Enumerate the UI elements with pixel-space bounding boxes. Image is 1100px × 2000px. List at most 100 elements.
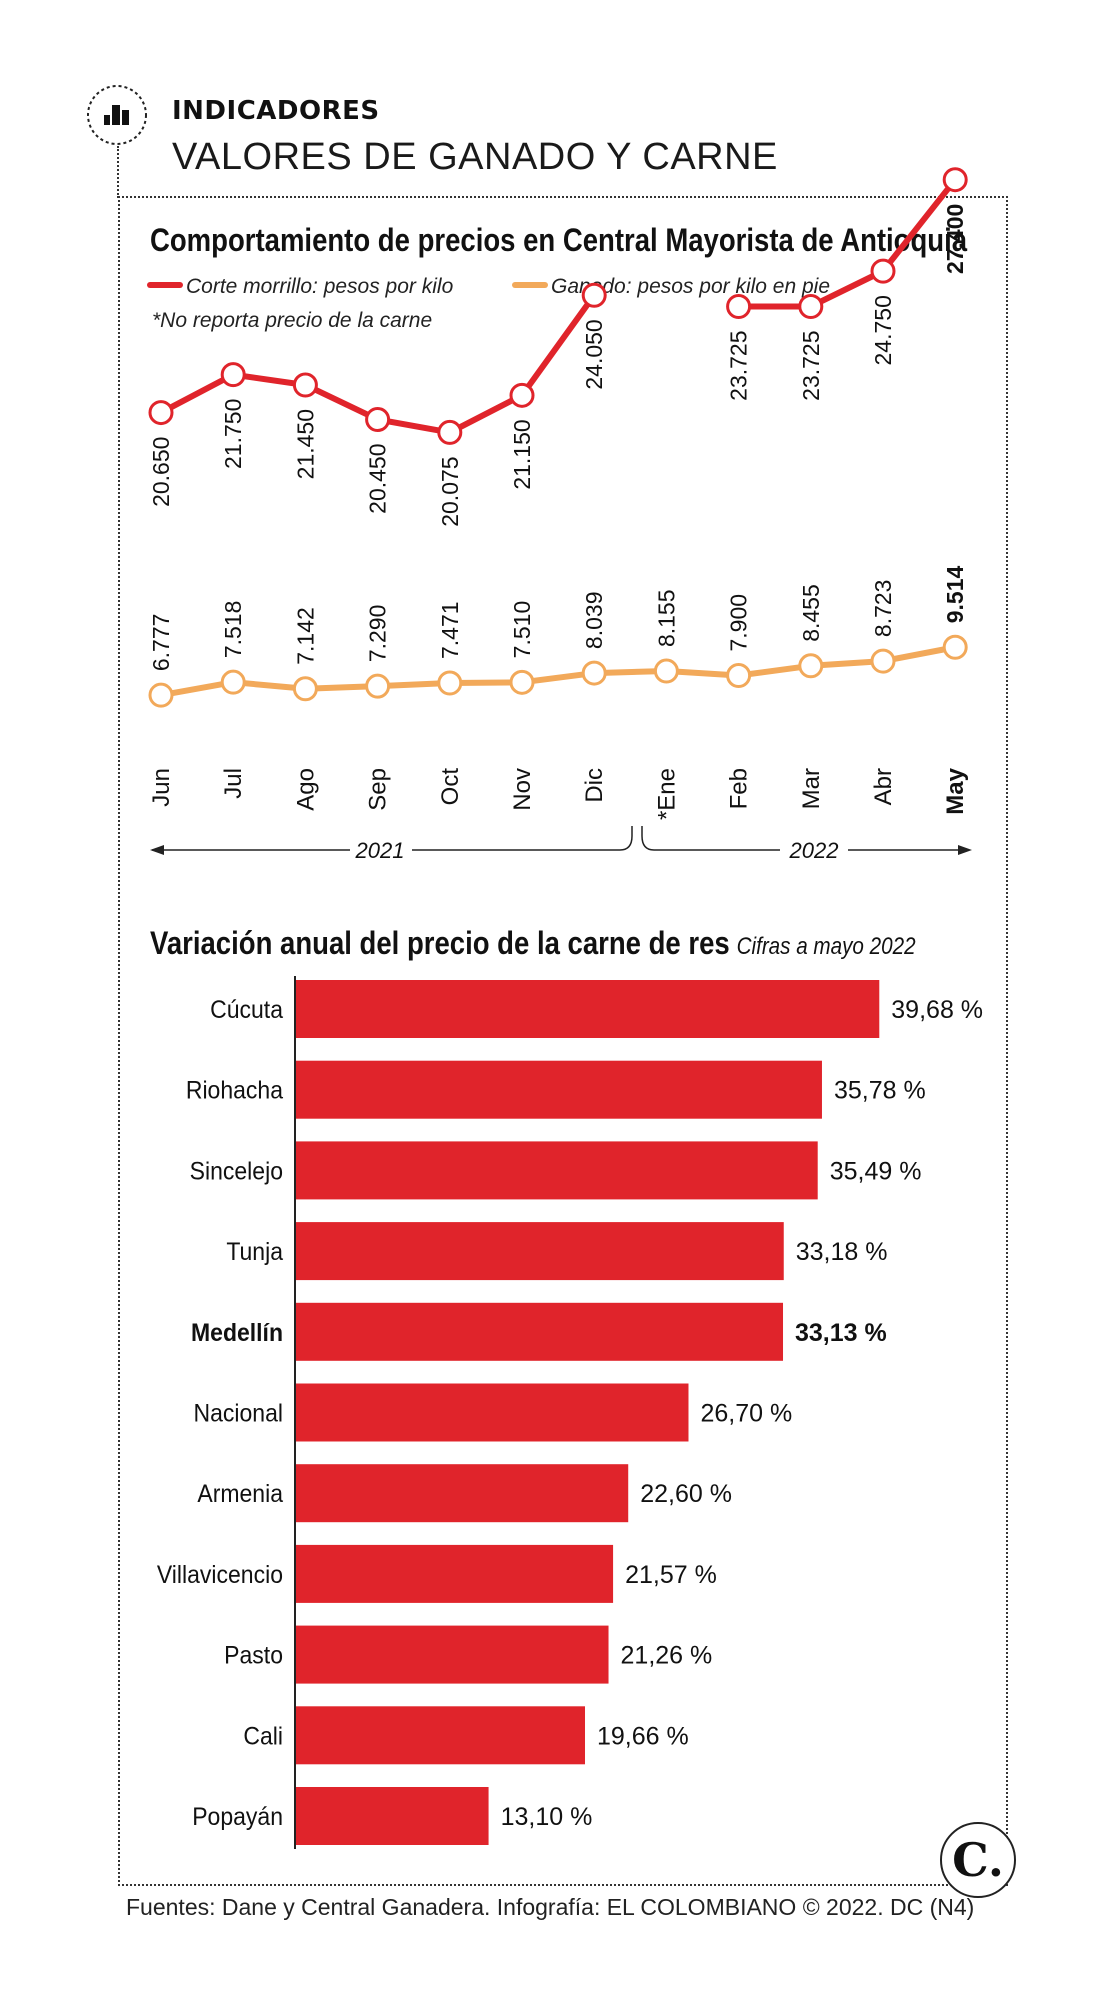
morrillo-value-label: 24.050: [581, 319, 607, 389]
bar-value-label: 33,13 %: [795, 1319, 887, 1347]
ganado-value-label: 7.290: [365, 605, 391, 663]
line-chart-title: Comportamiento de precios en Central May…: [150, 222, 968, 258]
ganado-point: [148, 682, 174, 708]
ganado-point: [653, 658, 679, 684]
year-2021-bracket: [412, 826, 633, 851]
morrillo-value-label: 21.750: [220, 399, 246, 469]
dotted-connector: [117, 146, 119, 198]
ganado-point: [581, 660, 607, 686]
legend-label-orange: Ganado: pesos por kilo en pie: [551, 275, 830, 298]
bar-category-label: Sincelejo: [190, 1158, 283, 1186]
bar-chart-title-text: Variación anual del precio de la carne d…: [150, 925, 730, 961]
bar: [296, 1383, 689, 1442]
bar-category-label: Cúcuta: [210, 996, 283, 1024]
morrillo-value-label: 27.400: [942, 204, 968, 274]
legend-label-red: Corte morrillo: pesos por kilo: [186, 275, 454, 298]
morrillo-point: [292, 372, 318, 398]
month-tick-label: Jun: [148, 768, 175, 807]
bar-value-label: 35,49 %: [830, 1157, 922, 1185]
month-tick-label: Ago: [292, 768, 319, 811]
month-tick-label: Nov: [509, 768, 536, 811]
bar-value-label: 21,26 %: [621, 1642, 713, 1670]
morrillo-value-label: 24.750: [870, 295, 896, 365]
morrillo-point: [726, 293, 752, 319]
bar-value-label: 35,78 %: [834, 1077, 926, 1105]
morrillo-point: [437, 419, 463, 445]
bar-chart-title: Variación anual del precio de la carne d…: [150, 925, 916, 962]
el-colombiano-logo: C.: [940, 1822, 1016, 1898]
bar-value-label: 39,68 %: [891, 996, 983, 1024]
bar-category-label: Riohacha: [186, 1077, 284, 1105]
bar-category-label: Nacional: [194, 1400, 283, 1428]
arrow-left-icon: [150, 845, 164, 855]
bar-value-label: 13,10 %: [501, 1803, 593, 1831]
ganado-point: [942, 634, 968, 660]
source-credit: Fuentes: Dane y Central Ganadera. Infogr…: [126, 1894, 975, 1920]
month-tick-label: Sep: [365, 768, 392, 811]
month-tick-label: Jul: [220, 768, 247, 799]
bar-category-label: Armenia: [197, 1480, 283, 1508]
morrillo-line-segment: [738, 177, 958, 310]
month-tick-label: Oct: [437, 768, 464, 806]
morrillo-point: [581, 282, 607, 308]
bar-category-label: Popayán: [192, 1803, 283, 1831]
bar: [296, 1060, 822, 1119]
bar-category-label: Medellín: [191, 1319, 283, 1347]
ganado-value-label: 8.039: [581, 592, 607, 650]
morrillo-value-label: 21.450: [292, 409, 318, 479]
year-2022-label: 2022: [789, 838, 839, 863]
ganado-point: [726, 663, 752, 688]
month-tick-label: May: [942, 767, 969, 814]
bar: [296, 1222, 784, 1281]
morrillo-value-label: 23.725: [726, 330, 752, 400]
month-tick-label: *Ene: [653, 768, 680, 820]
morrillo-point: [509, 382, 535, 408]
bar-value-label: 33,18 %: [796, 1238, 888, 1266]
ganado-value-label: 6.777: [148, 614, 174, 672]
morrillo-value-label: 23.725: [798, 330, 824, 400]
ganado-value-label: 7.518: [220, 601, 246, 659]
bar: [296, 1787, 489, 1845]
bar-value-label: 26,70 %: [700, 1400, 792, 1428]
bar-category-label: Villavicencio: [157, 1561, 283, 1589]
bar-chart-subtitle: Cifras a mayo 2022: [736, 933, 916, 960]
morrillo-value-label: 20.075: [437, 456, 463, 526]
chart-note: *No reporta precio de la carne: [152, 309, 432, 332]
month-tick-label: Feb: [726, 768, 753, 809]
morrillo-point: [870, 258, 896, 284]
morrillo-point: [942, 167, 968, 193]
bar-category-label: Tunja: [226, 1238, 283, 1266]
ganado-point: [509, 669, 535, 695]
month-tick-label: Dic: [581, 768, 608, 803]
page-headline: VALORES DE GANADO Y CARNE: [172, 136, 778, 178]
morrillo-value-label: 20.450: [365, 443, 391, 513]
ganado-value-label: 8.455: [798, 584, 824, 642]
bar-value-label: 21,57 %: [625, 1561, 717, 1589]
bar: [296, 1141, 818, 1200]
bar: [296, 1464, 629, 1523]
bar-category-label: Cali: [243, 1722, 283, 1750]
ganado-value-label: 8.155: [653, 589, 679, 647]
month-tick-label: Mar: [798, 768, 825, 809]
morrillo-point: [798, 293, 824, 319]
ganado-point: [292, 676, 318, 702]
year-2022-bracket: [641, 826, 780, 851]
bar-chart-icon: [86, 84, 148, 146]
bar: [296, 1544, 614, 1603]
arrow-right-icon: [958, 845, 972, 855]
ganado-point: [870, 648, 896, 674]
ganado-point: [798, 653, 824, 679]
ganado-point: [365, 673, 391, 699]
year-2021-label: 2021: [355, 838, 405, 863]
ganado-value-label: 7.142: [292, 607, 318, 665]
morrillo-point: [148, 400, 174, 426]
bar: [296, 1706, 586, 1765]
bar: [296, 980, 880, 1038]
bar-value-label: 19,66 %: [597, 1722, 689, 1750]
bar: [296, 1302, 784, 1361]
bar-category-label: Pasto: [224, 1642, 283, 1670]
content-frame: [118, 196, 1008, 1886]
bar-value-label: 22,60 %: [640, 1480, 732, 1508]
morrillo-value-label: 21.150: [509, 419, 535, 489]
